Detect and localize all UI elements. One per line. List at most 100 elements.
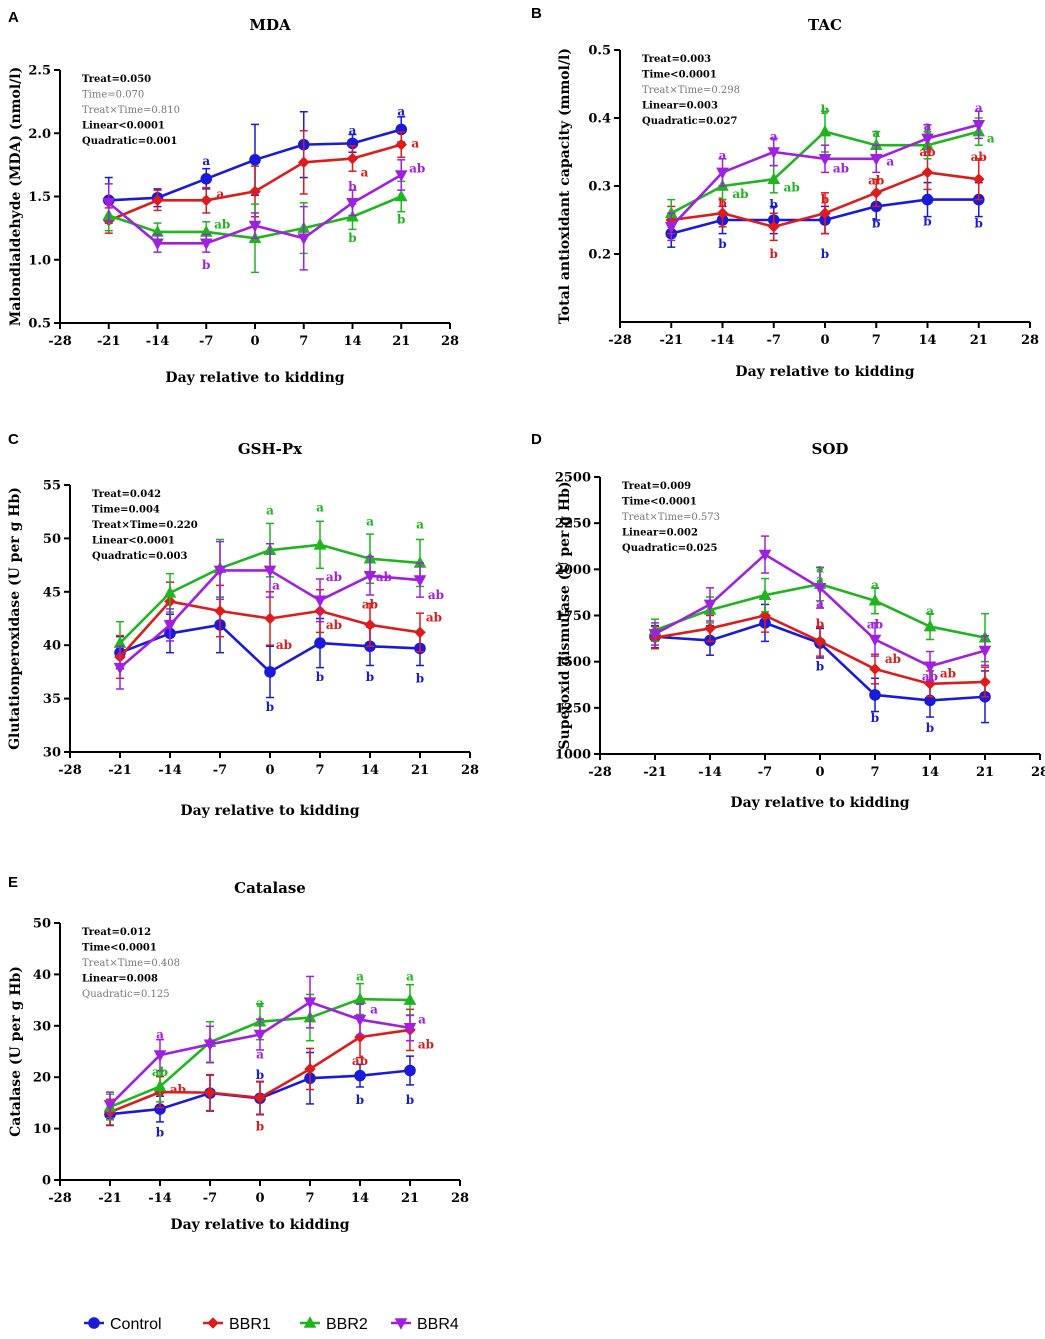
- data-point: [978, 645, 992, 658]
- significance-letter: ab: [362, 598, 378, 612]
- significance-letter: a: [816, 596, 824, 610]
- significance-letter: a: [266, 504, 274, 518]
- x-tick-label: -21: [98, 1191, 122, 1206]
- x-tick-label: -28: [48, 1191, 72, 1206]
- y-axis-label: Malondialdehyde (MDA) (nmol/l): [8, 67, 24, 326]
- significance-letter: ab: [940, 667, 956, 681]
- panel-c: C GSH-Px 30 35 40 45 50 55 -28 -21 -14 -7 0 7 14 21 28 Da…: [7, 431, 479, 819]
- significance-letter: a: [356, 969, 364, 983]
- significance-letter: a: [370, 1002, 378, 1016]
- data-point: [353, 992, 367, 1004]
- x-tick-label: 7: [870, 765, 879, 780]
- significance-letter: ab: [919, 145, 935, 159]
- y-tick-label: 20: [33, 1071, 51, 1086]
- legend-item-control: Control: [84, 1316, 162, 1333]
- data-point: [248, 220, 262, 233]
- data-point: [868, 634, 882, 647]
- data-point: [869, 154, 883, 166]
- data-point: [253, 1029, 267, 1042]
- data-point: [263, 565, 277, 578]
- x-tick-label: 14: [343, 334, 361, 349]
- significance-letter: a: [770, 129, 778, 143]
- legend-label: BBR4: [417, 1316, 459, 1333]
- significance-letter: a: [926, 604, 934, 618]
- stat-line: Time<0.0001: [642, 70, 717, 81]
- data-point: [297, 156, 310, 169]
- x-tick-label: -21: [660, 333, 684, 348]
- data-point: [767, 221, 780, 233]
- x-tick-label: -7: [767, 333, 781, 348]
- significance-letter: a: [316, 500, 324, 514]
- significance-letter: a: [202, 154, 210, 168]
- data-point: [413, 575, 427, 587]
- stat-line: Linear=0.003: [642, 101, 718, 112]
- chart-title: TAC: [808, 16, 842, 34]
- y-tick-label: 2500: [555, 471, 591, 486]
- data-point: [151, 238, 164, 251]
- series-bbr4: [113, 540, 427, 690]
- significance-letter: a: [924, 123, 932, 137]
- x-tick-label: -14: [158, 763, 182, 778]
- x-tick-label: 7: [305, 1191, 314, 1206]
- stat-line: Time<0.0001: [622, 497, 697, 508]
- significance-letter: ab: [326, 570, 342, 584]
- significance-letter: b: [256, 1068, 264, 1082]
- y-axis-label: Catalase (U per g Hb): [8, 966, 24, 1137]
- data-point: [394, 189, 408, 202]
- x-tick-label: 0: [250, 334, 259, 349]
- y-tick-label: 45: [43, 585, 61, 600]
- significance-letter: a: [397, 105, 405, 119]
- significance-letter: b: [348, 231, 356, 245]
- significance-letter: a: [256, 1048, 264, 1062]
- data-point: [923, 619, 937, 632]
- significance-letter: b: [202, 258, 210, 272]
- x-axis-label: Day relative to kidding: [180, 803, 359, 819]
- data-point: [403, 1023, 417, 1035]
- legend-label: Control: [110, 1316, 162, 1333]
- data-point: [813, 583, 827, 595]
- significance-letter: b: [718, 237, 726, 251]
- x-tick-label: -28: [588, 765, 612, 780]
- stat-line: Quadratic=0.025: [622, 543, 717, 554]
- series-bbr4: [102, 159, 408, 271]
- stat-line: Treat×Time=0.810: [82, 105, 180, 116]
- data-point: [664, 222, 678, 234]
- legend-marker: [394, 1318, 408, 1330]
- stat-line: Treat×Time=0.408: [82, 958, 180, 969]
- data-point: [102, 198, 116, 210]
- x-tick-label: -21: [643, 765, 667, 780]
- data-point: [214, 605, 226, 617]
- series-bbr1: [665, 154, 985, 242]
- data-point: [313, 538, 327, 550]
- significance-letter: b: [821, 193, 829, 207]
- significance-letter: ab: [732, 187, 748, 201]
- x-tick-label: 21: [401, 1191, 419, 1206]
- significance-letter: a: [366, 514, 374, 528]
- significance-letter: b: [821, 247, 829, 261]
- x-axis-label: Day relative to kidding: [735, 364, 914, 380]
- y-tick-label: 2250: [555, 517, 591, 532]
- data-point: [413, 556, 427, 568]
- stat-line: Treat×Time=0.220: [92, 520, 198, 531]
- stat-line: Treat=0.009: [622, 481, 691, 492]
- data-point: [353, 1014, 367, 1027]
- data-point: [364, 619, 376, 631]
- y-tick-label: 10: [33, 1122, 51, 1137]
- significance-letter: ab: [867, 618, 883, 632]
- panel-letter: A: [8, 9, 19, 26]
- data-point: [297, 233, 311, 246]
- data-point: [204, 1086, 216, 1099]
- data-point: [716, 167, 729, 180]
- data-point: [767, 147, 781, 159]
- y-tick-label: 1.0: [28, 253, 51, 268]
- data-point: [716, 207, 729, 219]
- data-point: [103, 1100, 117, 1112]
- x-tick-label: -21: [108, 763, 132, 778]
- x-tick-label: -21: [97, 334, 121, 349]
- y-tick-label: 2000: [555, 563, 591, 578]
- data-point: [113, 636, 127, 648]
- panel-letter: B: [531, 5, 542, 22]
- x-tick-label: 14: [918, 333, 936, 348]
